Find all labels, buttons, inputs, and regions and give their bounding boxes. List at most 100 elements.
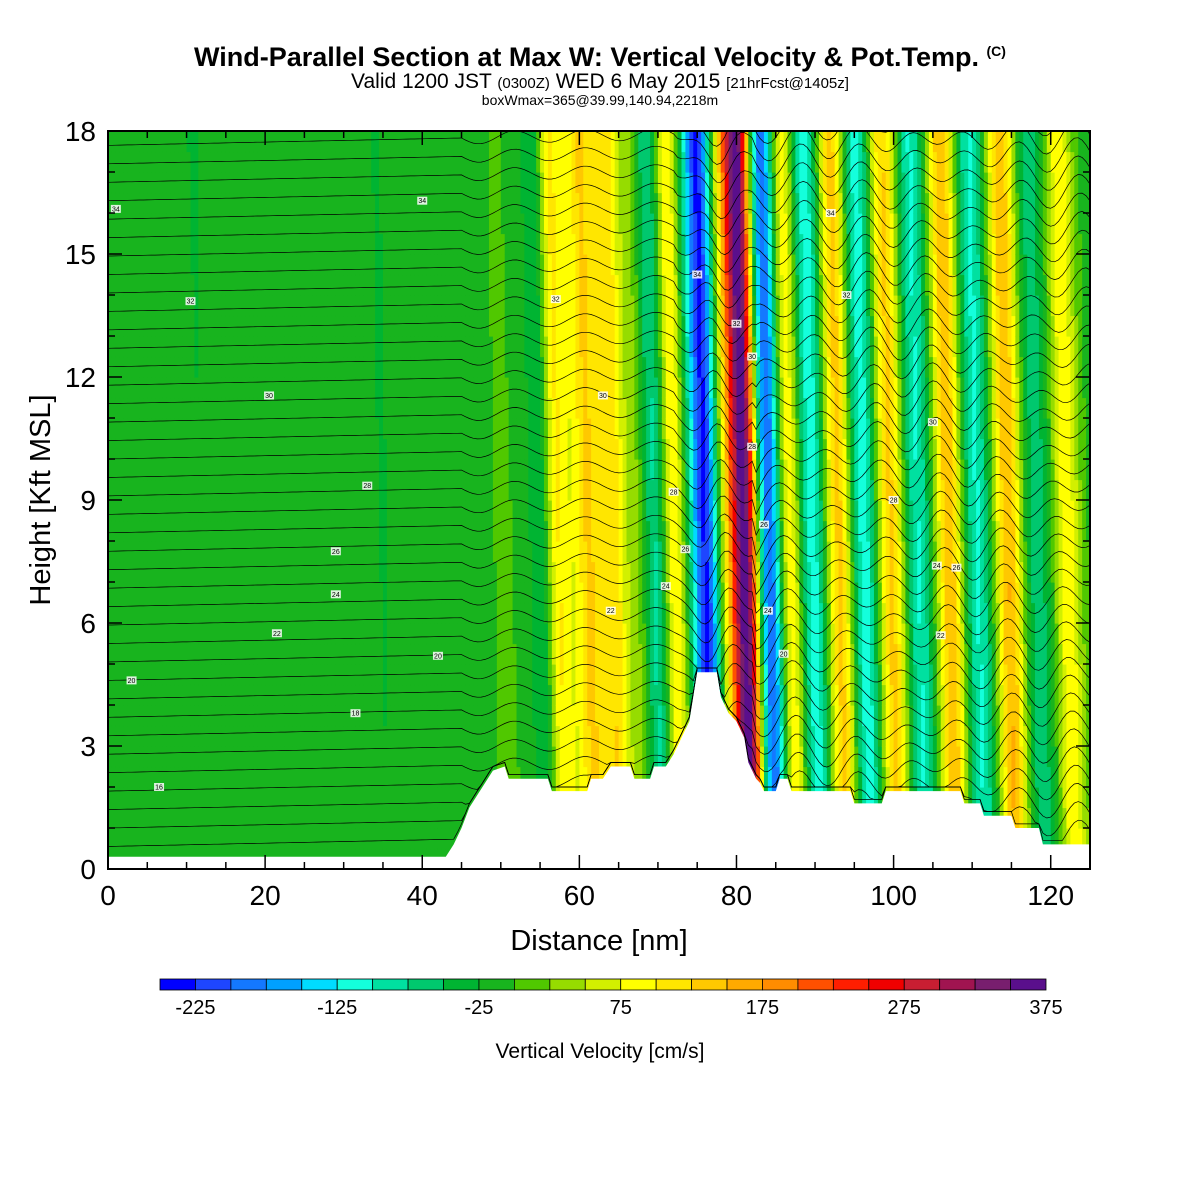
velocity-cell	[382, 520, 388, 542]
velocity-cell	[335, 520, 341, 542]
velocity-cell	[602, 315, 608, 337]
velocity-cell	[327, 254, 333, 276]
velocity-cell	[375, 643, 380, 665]
velocity-cell	[567, 397, 573, 419]
velocity-cell	[335, 746, 341, 768]
velocity-cell	[469, 172, 474, 194]
velocity-cell	[127, 828, 133, 850]
velocity-cell	[280, 274, 286, 296]
velocity-cell	[131, 295, 137, 317]
velocity-cell	[528, 397, 533, 419]
velocity-cell	[606, 438, 612, 460]
velocity-cell	[217, 397, 223, 419]
velocity-cell	[547, 213, 553, 235]
velocity-cell	[375, 684, 380, 706]
velocity-cell	[178, 131, 184, 153]
velocity-cell	[351, 746, 357, 768]
velocity-cell	[320, 561, 325, 583]
velocity-cell	[241, 377, 247, 399]
velocity-cell	[375, 213, 380, 235]
velocity-cell	[127, 377, 133, 399]
velocity-cell	[441, 623, 447, 645]
velocity-cell	[135, 623, 141, 645]
velocity-cell	[108, 500, 113, 522]
velocity-cell	[430, 254, 435, 276]
velocity-cell	[398, 807, 404, 829]
velocity-cell	[162, 254, 168, 276]
velocity-cell	[269, 664, 274, 686]
velocity-cell	[265, 315, 270, 337]
velocity-cell	[610, 213, 616, 235]
velocity-cell	[410, 192, 415, 214]
velocity-cell	[630, 295, 635, 317]
velocity-cell	[300, 828, 305, 850]
velocity-cell	[465, 561, 470, 583]
velocity-cell	[555, 397, 561, 419]
velocity-cell	[217, 561, 223, 583]
velocity-cell	[402, 233, 408, 255]
velocity-cell	[111, 295, 117, 317]
velocity-cell	[540, 274, 545, 296]
velocity-cell	[139, 377, 144, 399]
velocity-cell	[595, 418, 600, 440]
velocity-cell	[571, 725, 577, 747]
velocity-cell	[135, 418, 141, 440]
velocity-cell	[642, 151, 647, 173]
velocity-cell	[500, 295, 506, 317]
velocity-cell	[214, 131, 219, 153]
velocity-cell	[394, 213, 400, 235]
velocity-cell	[418, 172, 423, 194]
velocity-cell	[217, 643, 223, 665]
velocity-cell	[536, 213, 541, 235]
velocity-cell	[371, 541, 376, 563]
velocity-cell	[335, 418, 341, 440]
velocity-cell	[646, 295, 651, 317]
velocity-cell	[650, 520, 655, 542]
velocity-cell	[147, 828, 152, 850]
velocity-cell	[379, 766, 384, 788]
velocity-cell	[496, 397, 502, 419]
velocity-cell	[202, 274, 207, 296]
velocity-cell	[536, 397, 541, 419]
velocity-cell	[343, 500, 349, 522]
velocity-cell	[571, 315, 577, 337]
velocity-cell	[524, 459, 529, 481]
velocity-cell	[127, 438, 133, 460]
velocity-cell	[312, 377, 317, 399]
velocity-cell	[610, 684, 616, 706]
velocity-cell	[221, 479, 227, 501]
velocity-cell	[221, 664, 227, 686]
velocity-cell	[449, 459, 455, 481]
velocity-cell	[170, 418, 176, 440]
velocity-cell	[544, 725, 549, 747]
velocity-cell	[186, 131, 192, 153]
velocity-cell	[610, 315, 616, 337]
velocity-cell	[233, 336, 239, 358]
velocity-cell	[437, 684, 443, 706]
velocity-cell	[139, 295, 144, 317]
velocity-cell	[241, 418, 247, 440]
velocity-cell	[575, 233, 580, 255]
velocity-cell	[159, 766, 164, 788]
velocity-cell	[296, 274, 302, 296]
velocity-cell	[524, 746, 529, 768]
velocity-cell	[155, 725, 160, 747]
velocity-cell	[599, 705, 604, 727]
velocity-cell	[269, 356, 274, 378]
velocity-cell	[119, 807, 125, 829]
velocity-cell	[331, 336, 337, 358]
velocity-cell	[292, 254, 298, 276]
velocity-cell	[602, 377, 608, 399]
velocity-cell	[316, 582, 321, 604]
velocity-cell	[241, 746, 247, 768]
velocity-cell	[237, 602, 243, 624]
velocity-cell	[618, 192, 624, 214]
velocity-cell	[210, 561, 215, 583]
velocity-cell	[217, 336, 223, 358]
velocity-cell	[422, 664, 427, 686]
velocity-cell	[276, 602, 282, 624]
velocity-cell	[512, 643, 518, 665]
velocity-cell	[496, 295, 502, 317]
velocity-cell	[194, 582, 199, 604]
velocity-cell	[536, 233, 541, 255]
